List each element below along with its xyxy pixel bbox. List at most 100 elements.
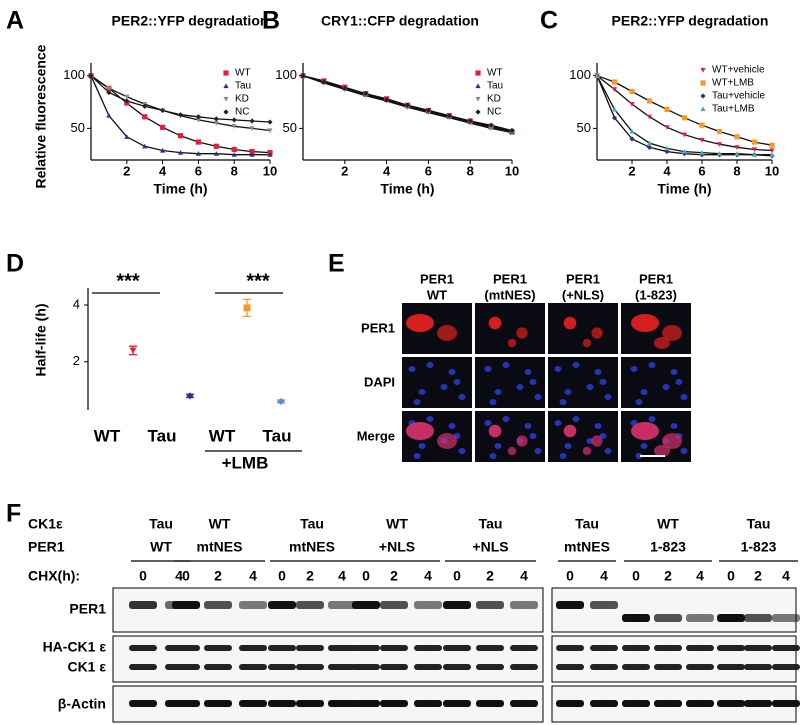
nucleus bbox=[594, 369, 602, 375]
row-label: PER1 bbox=[361, 320, 395, 335]
micrograph bbox=[548, 357, 618, 408]
nucleus bbox=[640, 389, 648, 395]
chart-title: PER2::YFP degradation bbox=[112, 13, 269, 29]
column-header: WT bbox=[427, 287, 447, 302]
nucleus bbox=[413, 453, 421, 459]
marker bbox=[160, 124, 166, 130]
band bbox=[717, 614, 745, 622]
marker bbox=[488, 126, 494, 131]
x-axis-label: Time (h) bbox=[380, 181, 434, 197]
group-ck1: WT bbox=[386, 516, 408, 532]
marker bbox=[769, 152, 775, 157]
row-label: DAPI bbox=[364, 374, 395, 389]
nucleus bbox=[524, 423, 532, 429]
time-label: 2 bbox=[754, 568, 762, 584]
x-axis-label: Time (h) bbox=[153, 181, 207, 197]
nucleus bbox=[426, 362, 434, 368]
nucleus bbox=[524, 369, 532, 375]
y-tick-label: 4 bbox=[73, 296, 80, 311]
nucleus bbox=[648, 416, 656, 422]
marker bbox=[446, 113, 452, 119]
marker bbox=[106, 86, 112, 91]
time-label: 4 bbox=[600, 568, 608, 584]
band bbox=[556, 645, 584, 651]
marker bbox=[195, 114, 201, 120]
legend-marker bbox=[223, 70, 229, 76]
band bbox=[510, 601, 538, 609]
nucleus bbox=[484, 366, 492, 372]
band bbox=[414, 645, 442, 651]
band bbox=[380, 645, 408, 651]
marker bbox=[124, 94, 130, 100]
nucleus bbox=[586, 384, 594, 390]
nucleus bbox=[648, 362, 656, 368]
band bbox=[239, 645, 267, 651]
cell-signal bbox=[631, 314, 659, 332]
band bbox=[772, 664, 800, 670]
nucleus bbox=[529, 433, 537, 439]
band bbox=[476, 700, 504, 707]
band bbox=[654, 614, 682, 622]
band bbox=[129, 645, 157, 651]
micrograph bbox=[402, 357, 472, 408]
x-tick-label: 8 bbox=[733, 163, 740, 178]
group-per1: mtNES bbox=[197, 539, 243, 555]
dot bbox=[129, 347, 137, 354]
nucleus bbox=[594, 423, 602, 429]
group-per1: +NLS bbox=[379, 539, 415, 555]
y-tick-label: 50 bbox=[71, 120, 85, 135]
marker bbox=[629, 102, 635, 107]
band bbox=[268, 601, 296, 609]
nucleus bbox=[516, 384, 524, 390]
marker bbox=[213, 143, 219, 149]
band bbox=[744, 700, 772, 707]
cell-signal bbox=[437, 325, 457, 341]
band bbox=[328, 645, 356, 651]
marker bbox=[300, 73, 306, 79]
x-tick-label: 8 bbox=[231, 163, 238, 178]
group-per1: WT bbox=[150, 539, 172, 555]
marker bbox=[611, 106, 618, 112]
column-header: PER1 bbox=[639, 271, 673, 286]
marker bbox=[213, 116, 219, 122]
band bbox=[239, 700, 267, 707]
marker bbox=[195, 139, 201, 145]
band bbox=[239, 601, 267, 609]
band bbox=[268, 645, 296, 651]
legend-marker bbox=[223, 83, 229, 89]
dot bbox=[277, 397, 285, 405]
chart-title: PER2::YFP degradation bbox=[612, 13, 769, 29]
nucleus bbox=[675, 379, 683, 385]
group-per1: +NLS bbox=[472, 539, 508, 555]
legend-marker bbox=[700, 67, 706, 73]
band bbox=[239, 664, 267, 670]
band bbox=[328, 601, 356, 609]
x-tick-label: 10 bbox=[765, 163, 779, 178]
panel-label: E bbox=[328, 250, 345, 278]
nucleus bbox=[604, 394, 612, 400]
band bbox=[443, 664, 471, 670]
band bbox=[476, 601, 504, 609]
nucleus bbox=[554, 420, 562, 426]
marker bbox=[611, 79, 618, 85]
x-tick-label: 10 bbox=[263, 163, 277, 178]
band bbox=[476, 664, 504, 670]
significance-label: *** bbox=[246, 270, 270, 292]
marker bbox=[664, 125, 670, 130]
marker bbox=[106, 113, 112, 118]
band bbox=[352, 645, 380, 651]
marker bbox=[160, 107, 166, 114]
band bbox=[510, 700, 538, 707]
group-label: +LMB bbox=[222, 453, 269, 472]
marker bbox=[384, 97, 390, 103]
band bbox=[129, 601, 157, 609]
x-tick-label: 2 bbox=[341, 163, 348, 178]
marker bbox=[646, 140, 653, 146]
row-label: β-Actin bbox=[58, 696, 106, 712]
marker bbox=[404, 102, 411, 108]
nucleus bbox=[680, 448, 688, 454]
cell-signal bbox=[654, 445, 670, 457]
band bbox=[296, 645, 324, 651]
marker bbox=[142, 143, 148, 149]
